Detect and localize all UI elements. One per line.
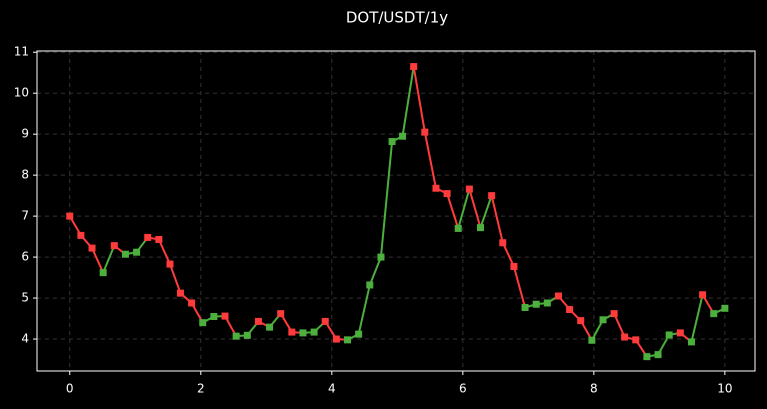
marker [721, 305, 728, 312]
marker [533, 301, 540, 308]
chart-title: DOT/USDT/1y [346, 9, 448, 27]
y-tick-label: 9 [21, 127, 29, 141]
y-tick-label: 8 [21, 168, 29, 182]
marker [277, 310, 284, 317]
marker [455, 225, 462, 232]
marker [688, 338, 695, 345]
marker [355, 331, 362, 338]
marker [299, 329, 306, 336]
marker [632, 336, 639, 343]
marker [177, 290, 184, 297]
marker [499, 239, 506, 246]
marker [199, 319, 206, 326]
marker [210, 313, 217, 320]
y-tick-label: 6 [21, 250, 29, 264]
marker [677, 329, 684, 336]
marker [344, 336, 351, 343]
marker [544, 299, 551, 306]
marker [421, 129, 428, 136]
marker [600, 316, 607, 323]
marker [410, 63, 417, 70]
y-tick-label: 4 [21, 332, 29, 346]
marker [311, 329, 318, 336]
marker [621, 333, 628, 340]
marker [77, 232, 84, 239]
marker [144, 234, 151, 241]
marker [399, 133, 406, 140]
x-tick-label: 2 [197, 382, 205, 396]
marker [611, 310, 618, 317]
marker [66, 213, 73, 220]
marker [322, 318, 329, 325]
marker [477, 224, 484, 231]
marker [432, 185, 439, 192]
marker [288, 329, 295, 336]
marker [89, 245, 96, 252]
marker [522, 304, 529, 311]
y-tick-label: 7 [21, 209, 29, 223]
marker [333, 336, 340, 343]
marker [566, 306, 573, 313]
marker [699, 291, 706, 298]
x-tick-label: 4 [328, 382, 336, 396]
marker [122, 251, 129, 258]
marker [366, 281, 373, 288]
marker [588, 337, 595, 344]
marker [555, 293, 562, 300]
marker [466, 186, 473, 193]
marker [655, 351, 662, 358]
marker [133, 249, 140, 256]
marker [233, 333, 240, 340]
x-tick-label: 6 [459, 382, 467, 396]
marker [510, 263, 517, 270]
x-tick-label: 10 [717, 382, 732, 396]
marker [710, 310, 717, 317]
marker [155, 236, 162, 243]
x-tick-label: 0 [66, 382, 74, 396]
marker [666, 331, 673, 338]
y-tick-label: 10 [14, 86, 29, 100]
marker [266, 324, 273, 331]
x-tick-label: 8 [590, 382, 598, 396]
marker [643, 353, 650, 360]
marker [444, 190, 451, 197]
marker [488, 192, 495, 199]
marker [100, 269, 107, 276]
y-tick-label: 11 [14, 45, 29, 59]
y-tick-label: 5 [21, 291, 29, 305]
marker [111, 242, 118, 249]
marker [255, 318, 262, 325]
marker [389, 138, 396, 145]
marker [244, 332, 251, 339]
marker [577, 317, 584, 324]
marker [222, 313, 229, 320]
marker [188, 299, 195, 306]
marker [166, 261, 173, 268]
marker [377, 254, 384, 261]
